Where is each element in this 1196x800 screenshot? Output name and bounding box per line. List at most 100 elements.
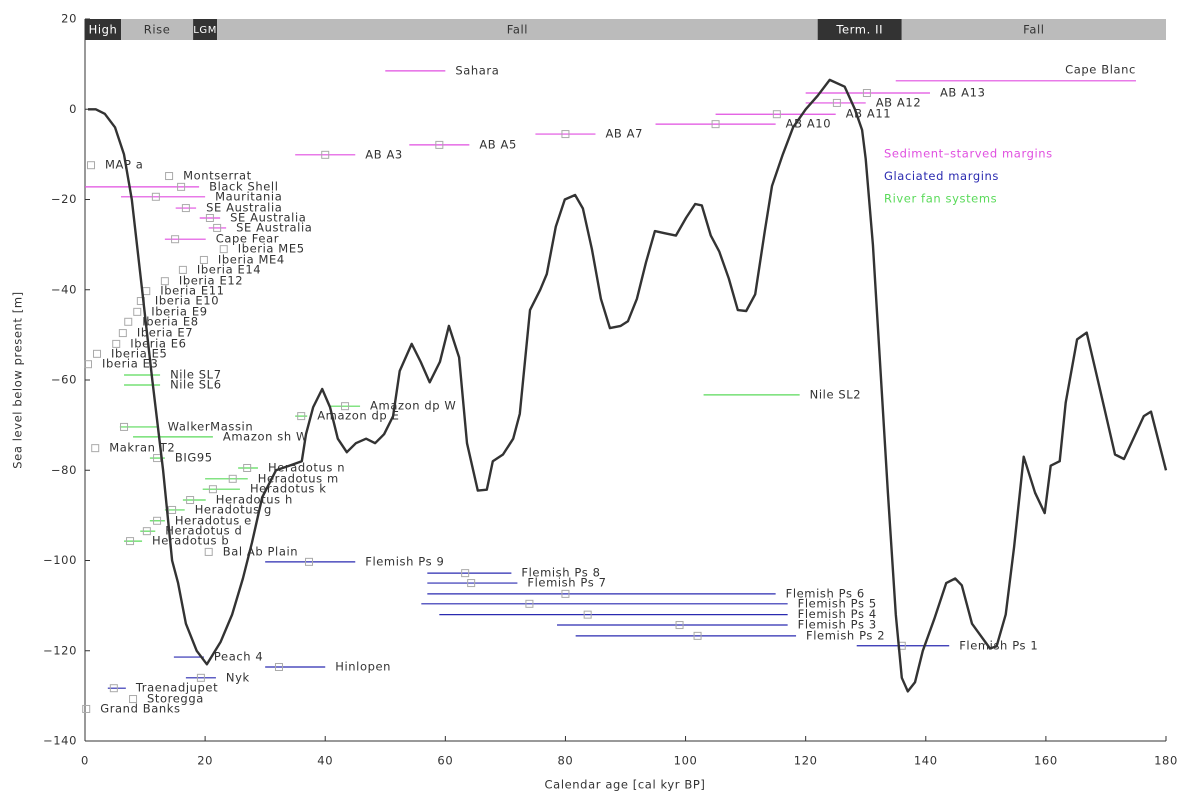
age-marker — [208, 485, 217, 494]
record-label: Black Shell — [209, 179, 278, 193]
record-label: Grand Banks — [100, 701, 180, 715]
x-tick-label: 180 — [1154, 754, 1178, 768]
age-marker — [467, 579, 476, 588]
phase-label: Term. II — [835, 23, 883, 37]
record-label: Flemish Ps 5 — [798, 596, 877, 610]
record-label: AB A3 — [365, 147, 403, 161]
age-marker — [693, 631, 702, 640]
age-marker — [772, 110, 781, 119]
age-marker — [243, 463, 252, 472]
record-label: Iberia ME5 — [238, 242, 305, 256]
record-label: AB A13 — [940, 86, 986, 100]
record-label: Heradotus d — [165, 524, 242, 538]
age-marker — [87, 161, 96, 170]
age-marker — [153, 516, 162, 525]
record-label: Flemish Ps 4 — [798, 607, 877, 621]
age-marker — [297, 412, 306, 421]
phase-bar — [901, 19, 1166, 40]
age-marker — [142, 527, 151, 536]
x-tick-label: 0 — [81, 754, 89, 768]
record-label: AB A5 — [479, 137, 517, 151]
y-tick-label: −120 — [43, 643, 77, 657]
x-tick-label: 140 — [914, 754, 938, 768]
age-marker — [561, 130, 570, 139]
x-axis-label: Calendar age [cal kyr BP] — [545, 778, 706, 792]
age-marker — [583, 610, 592, 619]
record-label: Flemish Ps 1 — [959, 638, 1038, 652]
age-marker — [711, 120, 720, 129]
age-marker — [181, 204, 190, 213]
record-label: Peach 4 — [214, 650, 263, 664]
record-label: Heradotus h — [216, 493, 293, 507]
x-tick-label: 20 — [197, 754, 213, 768]
record-label: Iberia E11 — [160, 284, 224, 298]
record-label: AB A7 — [605, 127, 643, 141]
record-label: Mauritania — [215, 189, 282, 203]
age-marker — [461, 569, 470, 578]
phase-bar — [217, 19, 818, 40]
record-label: MAP a — [105, 158, 143, 172]
record-label: Makran T2 — [109, 441, 175, 455]
legend-entry: Glaciated margins — [884, 169, 999, 183]
record-label: Nile SL6 — [170, 377, 222, 391]
age-marker — [435, 140, 444, 149]
age-marker — [213, 223, 222, 232]
age-marker — [151, 192, 160, 201]
age-marker — [120, 422, 129, 431]
age-marker — [199, 255, 208, 264]
age-marker — [321, 150, 330, 159]
age-marker — [525, 599, 534, 608]
x-tick-label: 40 — [317, 754, 333, 768]
record-label: Amazon dp W — [370, 399, 456, 413]
record-label: AB A11 — [846, 107, 892, 121]
y-tick-label: −80 — [51, 463, 77, 477]
phase-label: LGM — [193, 25, 217, 36]
age-marker — [160, 277, 169, 286]
age-marker — [228, 474, 237, 483]
phase-bar — [121, 19, 194, 40]
record-label: Montserrat — [183, 169, 252, 183]
legend-entry: Sediment–starved margins — [884, 147, 1053, 161]
age-marker — [84, 360, 93, 369]
age-marker — [118, 329, 127, 338]
y-tick-label: −140 — [43, 734, 77, 748]
age-marker — [675, 621, 684, 630]
record-label: SE Australia — [236, 220, 312, 234]
age-marker — [186, 496, 195, 505]
record-label: Iberia E9 — [151, 304, 207, 318]
record-label: Flemish Ps 8 — [521, 566, 600, 580]
age-marker — [109, 684, 118, 693]
age-marker — [142, 287, 151, 296]
age-marker — [196, 673, 205, 682]
record-label: Hinlopen — [335, 659, 391, 673]
sea-level-curve — [88, 78, 1168, 693]
age-marker — [168, 505, 177, 514]
record-label: Heradotus n — [268, 460, 345, 474]
phase-bar — [817, 19, 902, 40]
record-label: SE Australia — [206, 201, 282, 215]
record-label: Heradotus g — [195, 502, 272, 516]
record-label: WalkerMassin — [168, 419, 254, 433]
record-label: Flemish Ps 6 — [786, 586, 865, 600]
y-tick-label: −100 — [43, 553, 77, 567]
y-tick-label: 20 — [61, 12, 77, 26]
age-marker — [274, 662, 283, 671]
phase-bar — [193, 19, 218, 40]
y-tick-label: −60 — [51, 373, 77, 387]
age-marker — [177, 182, 186, 191]
record-label: AB A12 — [876, 95, 922, 109]
record-label: Iberia E12 — [179, 274, 243, 288]
age-marker — [91, 444, 100, 453]
age-marker — [133, 307, 142, 316]
record-label: Storegga — [147, 692, 204, 706]
record-label: Nile SL7 — [170, 368, 222, 382]
record-label: Flemish Ps 7 — [527, 576, 606, 590]
record-label: Nile SL2 — [810, 387, 862, 401]
age-marker — [219, 245, 228, 254]
age-marker — [341, 402, 350, 411]
legend-entry: River fan systems — [884, 192, 997, 206]
y-axis-label: Sea level below present [m] — [11, 291, 25, 469]
record-label: Iberia E14 — [197, 262, 261, 276]
age-marker — [112, 339, 121, 348]
age-marker — [305, 557, 314, 566]
